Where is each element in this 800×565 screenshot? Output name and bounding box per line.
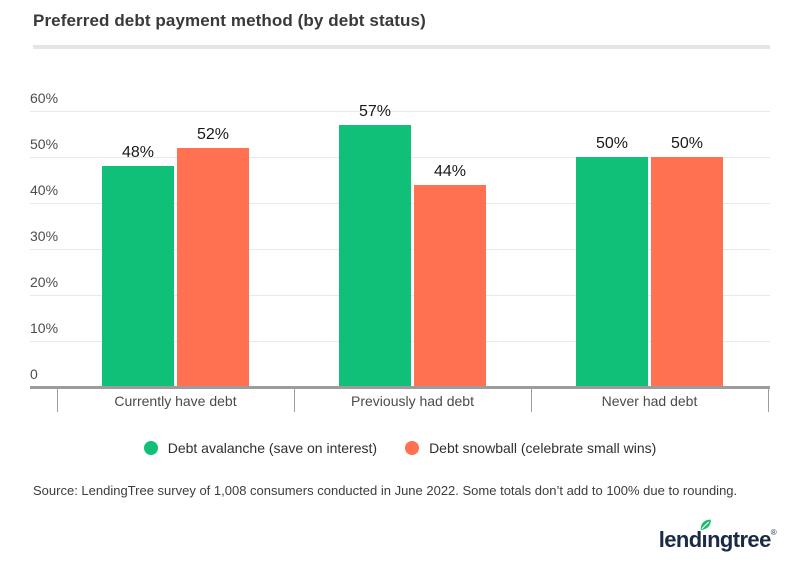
- x-axis-tick: [294, 386, 295, 412]
- legend-swatch-icon: [405, 441, 420, 455]
- legend-label: Debt snowball (celebrate small wins): [429, 440, 657, 456]
- title-divider: [33, 45, 770, 49]
- bar-series-2: [651, 157, 723, 387]
- bar-value-label: 50%: [670, 135, 704, 152]
- chart-legend: Debt avalanche (save on interest) Debt sn…: [0, 436, 800, 460]
- leaf-icon: [700, 519, 711, 530]
- chart-title: Preferred debt payment method (by debt s…: [33, 11, 426, 30]
- gridline: [30, 111, 770, 112]
- bar-series-2: [414, 185, 486, 387]
- legend-item-1: Debt avalanche (save on interest): [143, 440, 378, 456]
- bar-value-label: 48%: [121, 144, 155, 161]
- x-axis-line: [30, 386, 770, 389]
- y-axis-tick-label: 60%: [30, 90, 59, 106]
- logo-text: lend: [658, 527, 702, 552]
- source-note: Source: LendingTree survey of 1,008 cons…: [33, 483, 738, 498]
- logo-trademark: ®: [770, 528, 777, 537]
- bar-series-2: [177, 148, 249, 387]
- bar-value-label: 57%: [358, 103, 392, 120]
- legend-label: Debt avalanche (save on interest): [167, 440, 378, 456]
- x-axis-tick: [57, 386, 58, 412]
- x-axis-tick: [531, 386, 532, 412]
- bar-value-label: 44%: [433, 163, 467, 180]
- logo-letter-i: ı: [700, 519, 711, 553]
- y-axis-tick-label: 30%: [30, 228, 59, 244]
- logo-text: ngtree: [707, 527, 771, 552]
- x-axis-category-label: Never had debt: [601, 393, 698, 409]
- x-axis-tick: [768, 386, 769, 412]
- x-axis-category-label: Previously had debt: [351, 393, 474, 409]
- y-axis-tick-label: 10%: [30, 320, 59, 336]
- y-axis-tick-label: 40%: [30, 182, 59, 198]
- bar-series-1: [102, 166, 174, 387]
- bar-series-1: [576, 157, 648, 387]
- bar-series-1: [339, 125, 411, 387]
- y-axis-tick-label: 0: [30, 366, 38, 382]
- y-axis-tick-label: 20%: [30, 274, 59, 290]
- bar-value-label: 52%: [196, 126, 230, 143]
- legend-swatch-icon: [143, 441, 158, 455]
- y-axis-tick-label: 50%: [30, 136, 59, 152]
- x-axis-category-label: Currently have debt: [114, 393, 237, 409]
- bar-value-label: 50%: [595, 135, 629, 152]
- legend-item-2: Debt snowball (celebrate small wins): [405, 440, 656, 456]
- lendingtree-logo: lendı ngtree®: [658, 519, 777, 557]
